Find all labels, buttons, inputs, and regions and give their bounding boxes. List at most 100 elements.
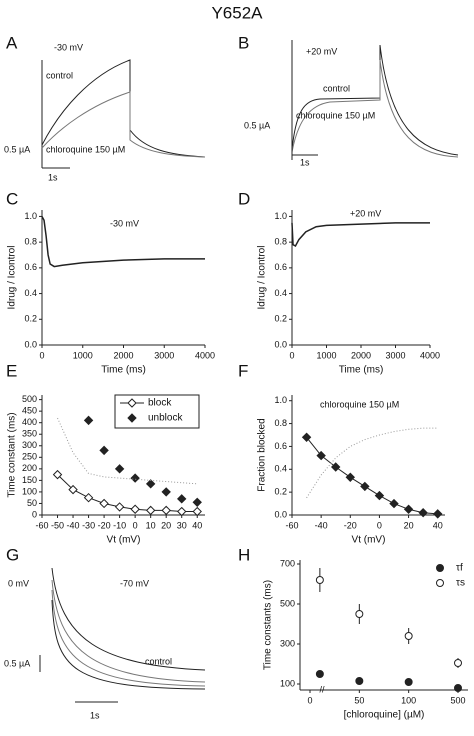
annotation: +20 mV (350, 208, 381, 218)
x-tick-label: -60 (35, 520, 48, 530)
marker (403, 504, 414, 514)
drug-trace (291, 59, 459, 158)
y-tick-label: 500 (22, 394, 37, 404)
x-tick-label: -40 (315, 520, 328, 530)
x-tick-label: 40 (433, 520, 443, 530)
y-axis-label: Time constants (ms) (263, 580, 274, 670)
x-tick-label: 3000 (154, 350, 174, 360)
data-line (291, 222, 430, 248)
x-tick-label: -20 (344, 520, 357, 530)
panel-label: E (6, 361, 17, 380)
control-trace (51, 567, 206, 671)
legend-box (114, 394, 200, 429)
voltage-label: -70 mV (120, 578, 149, 588)
y-tick-label: 300 (22, 440, 37, 450)
marker (83, 492, 94, 503)
marker (161, 487, 171, 497)
marker (454, 659, 462, 667)
control-trace (41, 59, 206, 158)
scale-y-label: 0.5 µA (4, 658, 30, 668)
y-tick-label: 0.0 (274, 509, 287, 519)
marker (301, 432, 312, 442)
x-tick-label: 2000 (113, 350, 133, 360)
panel-label: G (6, 545, 19, 564)
control-label: control (46, 70, 73, 80)
panel-label: D (238, 189, 250, 208)
y-tick-label: 0.8 (24, 237, 37, 247)
panel-label: A (6, 33, 18, 52)
x-tick-label: -20 (98, 520, 111, 530)
x-tick-label: 500 (450, 695, 465, 705)
x-tick-label: 0 (289, 350, 294, 360)
marker (316, 450, 326, 461)
y-tick-label: 1.0 (24, 211, 37, 221)
marker (192, 506, 202, 517)
y-axis-label: Idrug / Icontrol (7, 246, 18, 310)
marker (315, 670, 324, 678)
marker (433, 509, 443, 519)
scale-y-label: 0.5 µA (4, 144, 30, 154)
marker (177, 506, 187, 517)
y-axis-label: Idrug / Icontrol (257, 246, 268, 310)
panel-label: F (238, 361, 248, 380)
annotation: chloroquine 150 µM (320, 399, 399, 409)
marker (83, 415, 94, 426)
x-axis-label: Vt (mV) (352, 535, 386, 546)
legend-label: τs (456, 578, 465, 589)
x-tick-label: 30 (177, 520, 187, 530)
y-tick-label: 350 (22, 429, 37, 439)
y-tick-label: 0.2 (24, 314, 37, 324)
x-tick-label: 1000 (73, 350, 93, 360)
marker (360, 481, 370, 492)
marker (145, 479, 156, 489)
legend-label: τf (456, 563, 463, 574)
y-tick-label: 0.4 (274, 464, 287, 474)
x-tick-label: 2000 (351, 350, 371, 360)
control-trace (291, 44, 459, 156)
y-tick-label: 0.6 (274, 441, 287, 451)
y-tick-label: 0.8 (274, 237, 287, 247)
x-axis-label: Time (ms) (101, 365, 146, 376)
x-tick-label: 3000 (385, 350, 405, 360)
marker (436, 579, 444, 587)
drug-label: chloroquine 150 µM (296, 110, 375, 120)
y-tick-label: 200 (22, 463, 37, 473)
y-tick-label: 0.2 (274, 314, 287, 324)
axis-break: // (319, 684, 325, 694)
panel-label: C (6, 189, 18, 208)
x-tick-label: 100 (401, 695, 416, 705)
x-tick-label: 0 (307, 695, 312, 705)
marker (355, 677, 364, 685)
y-tick-label: 0.0 (274, 339, 287, 349)
drug-trace (51, 579, 206, 683)
y-axis-label: Time constant (ms) (7, 412, 18, 497)
x-tick-label: 4000 (420, 350, 440, 360)
marker (99, 445, 109, 456)
x-axis-label: Vt (mV) (107, 535, 141, 546)
series-line (57, 474, 198, 513)
x-tick-label: 0 (39, 350, 44, 360)
annotation: -30 mV (110, 218, 139, 228)
x-axis-label: [chloroquine] (µM) (344, 710, 425, 721)
marker (331, 462, 341, 472)
control-label: control (323, 83, 350, 93)
legend-label: unblock (148, 413, 183, 424)
drug-trace (41, 91, 206, 158)
x-tick-label: 20 (404, 520, 414, 530)
scale-x-label: 1s (300, 157, 310, 167)
y-tick-label: 0.2 (274, 487, 287, 497)
figure-title: Y652A (211, 3, 263, 22)
x-tick-label: -30 (82, 520, 95, 530)
marker (99, 498, 109, 509)
y-tick-label: 100 (22, 486, 37, 496)
drug-trace (51, 589, 206, 687)
voltage-label: -30 mV (54, 42, 83, 52)
y-tick-label: 0.6 (24, 262, 37, 272)
x-tick-label: -10 (113, 520, 126, 530)
y-tick-label: 450 (22, 406, 37, 416)
x-tick-label: 10 (146, 520, 156, 530)
control-label: control (145, 656, 172, 666)
voltage-label: +20 mV (306, 46, 337, 56)
scale-x-label: 1s (48, 172, 58, 182)
